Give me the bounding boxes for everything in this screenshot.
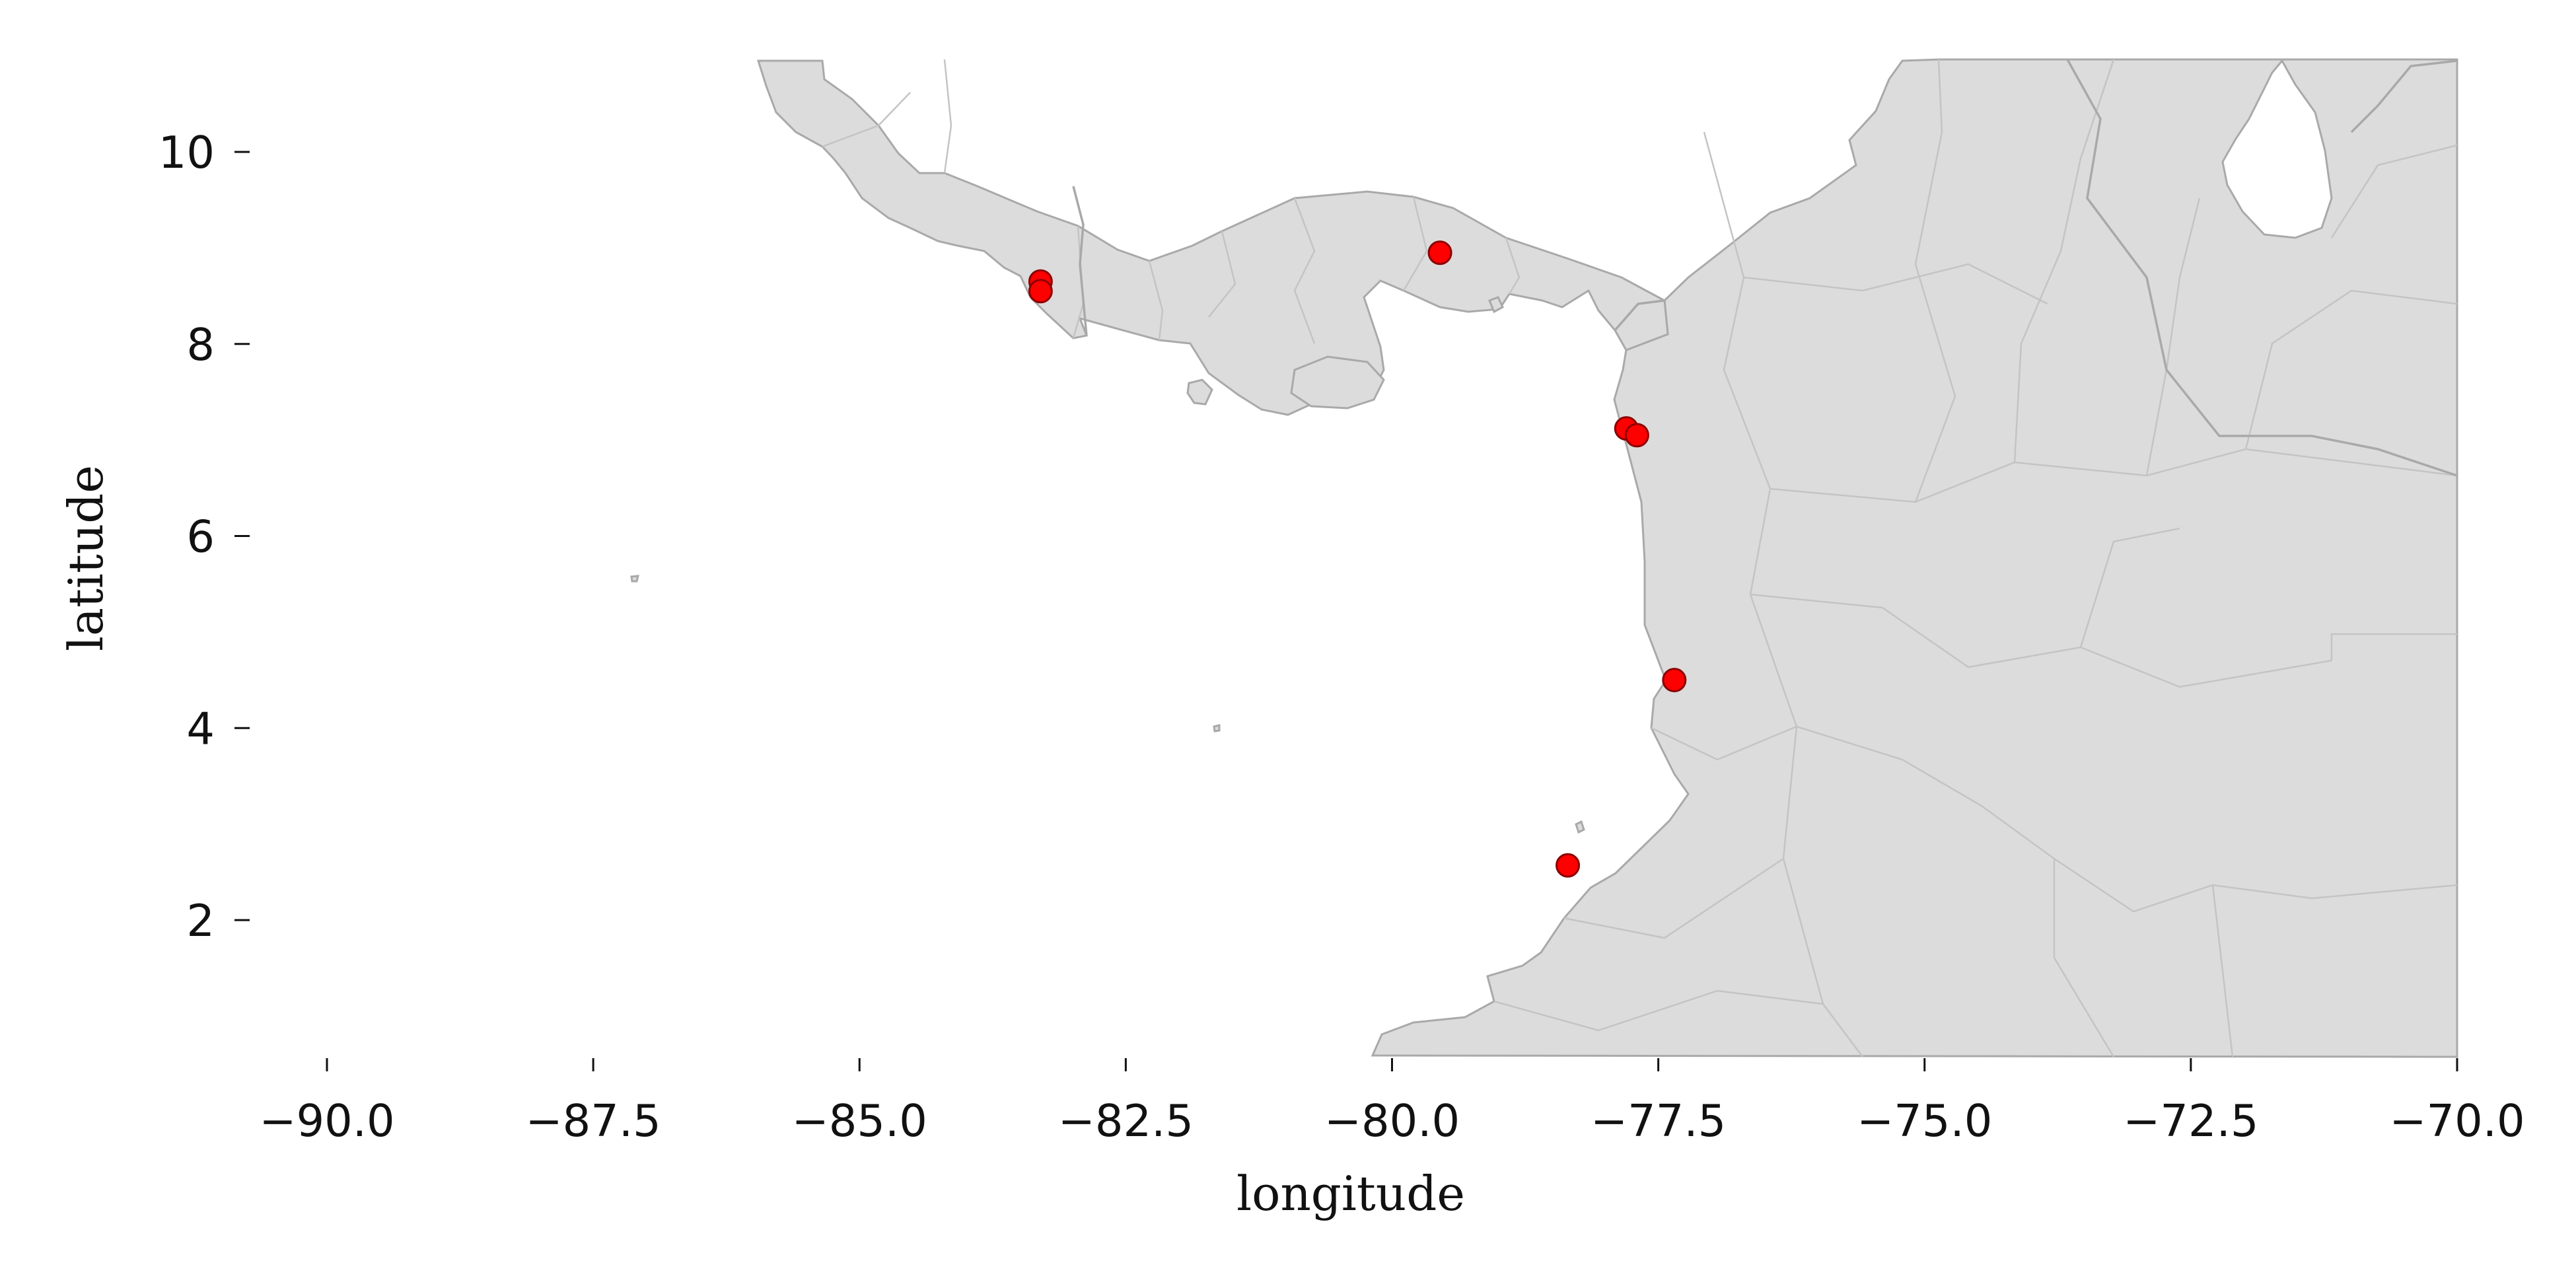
landmass-south-america xyxy=(1371,58,2458,1058)
boundary-line xyxy=(2211,884,2234,1057)
observation-point xyxy=(1624,423,1649,448)
x-tick-label: −85.0 xyxy=(792,1095,927,1147)
y-axis-label: latitude xyxy=(58,465,114,651)
observation-points xyxy=(1028,240,1687,878)
border-colombia-venezuela xyxy=(2066,59,2458,477)
national-borders xyxy=(1072,59,2458,477)
island-cocos xyxy=(630,575,639,583)
boundary-line xyxy=(2145,197,2201,476)
internal-boundaries xyxy=(822,59,2458,1057)
island-coiba xyxy=(1186,378,1213,406)
boundary-line xyxy=(1148,260,1164,341)
azuero-peninsula xyxy=(1290,355,1385,410)
x-axis-label: longitude xyxy=(1236,1166,1465,1221)
boundary-line xyxy=(1750,593,2332,688)
boundary-line xyxy=(1293,197,1316,344)
y-tick-label: 8 xyxy=(186,319,215,371)
y-tick-label: 6 xyxy=(186,511,215,563)
boundary-line xyxy=(2244,289,2458,450)
boundary-line xyxy=(1651,725,1797,761)
boundary-line xyxy=(2053,859,2115,1057)
x-tick-label: −82.5 xyxy=(1058,1095,1194,1147)
boundary-line xyxy=(1914,59,1956,503)
observation-point xyxy=(1556,853,1581,878)
boundary-line xyxy=(1208,231,1236,318)
boundary-line xyxy=(943,59,952,174)
boundary-line xyxy=(822,92,911,148)
boundary-line xyxy=(2330,144,2458,238)
x-tick-label: −80.0 xyxy=(1324,1095,1460,1147)
border-venezuela-coast xyxy=(2350,59,2458,133)
x-tick-label: −70.0 xyxy=(2389,1095,2524,1147)
x-tick-label: −77.5 xyxy=(1591,1095,1726,1147)
boundary-line xyxy=(1505,237,1521,295)
y-tick-label: 4 xyxy=(186,703,215,754)
x-tick-label: −90.0 xyxy=(259,1095,394,1147)
boundary-line xyxy=(2013,59,2115,463)
island-gorgona xyxy=(1575,820,1585,834)
boundary-line xyxy=(2330,633,2457,661)
x-tick-label: −87.5 xyxy=(525,1095,661,1147)
boundary-line xyxy=(1563,857,1784,939)
boundary-line xyxy=(1493,989,1824,1032)
lake-maracaibo xyxy=(2221,59,2333,239)
observation-point xyxy=(1662,668,1687,693)
border-panama-colombia xyxy=(1614,299,1665,332)
y-axis: 2 4 6 8 10 xyxy=(159,127,250,947)
x-tick-label: −75.0 xyxy=(1857,1095,1992,1147)
y-tick-label: 10 xyxy=(159,127,215,178)
boundary-line xyxy=(1402,196,1428,291)
x-axis: −90.0 −87.5 −85.0 −82.5 −80.0 −77.5 −75.0 −72.5… xyxy=(259,1058,2525,1147)
border-costa-rica-panama xyxy=(1072,186,1088,336)
map-area xyxy=(630,58,2458,1058)
boundary-line xyxy=(1743,263,2048,305)
island-pearl xyxy=(1488,296,1504,314)
boundary-line xyxy=(1770,448,2458,503)
boundary-line xyxy=(1796,725,2458,913)
y-tick-label: 2 xyxy=(186,895,215,947)
x-tick-label: −72.5 xyxy=(2123,1095,2258,1147)
observation-point xyxy=(1427,240,1452,266)
observation-point xyxy=(1028,279,1053,304)
island-malpelo xyxy=(1213,724,1221,733)
boundary-line xyxy=(2079,527,2180,648)
